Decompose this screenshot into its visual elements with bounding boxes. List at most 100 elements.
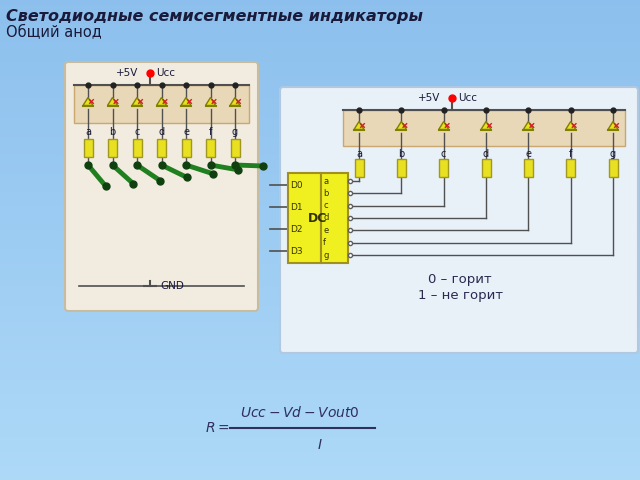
Bar (0, 5, 640, 6)
Bar (0, 280, 640, 281)
Bar (0, 400, 640, 401)
Bar (0, 84, 640, 85)
Bar (0, 239, 640, 240)
Bar (0, 42, 640, 43)
Polygon shape (566, 121, 575, 130)
Bar (0, 458, 640, 459)
Bar (0, 242, 640, 243)
Bar (0, 23, 640, 24)
Bar (0, 306, 640, 307)
Bar (0, 177, 640, 178)
Bar (0, 284, 640, 285)
Bar (0, 334, 640, 335)
Bar (0, 402, 640, 403)
Polygon shape (205, 97, 216, 106)
Bar (0, 283, 640, 284)
Bar (0, 4, 640, 5)
Bar (0, 244, 640, 245)
Bar (0, 3, 640, 4)
Bar (0, 186, 640, 187)
Bar (0, 6, 640, 7)
Bar (0, 299, 640, 300)
Bar (0, 382, 640, 383)
Bar (0, 251, 640, 252)
Polygon shape (524, 121, 533, 130)
Bar (0, 233, 640, 234)
Bar (0, 100, 640, 101)
Bar (0, 203, 640, 204)
Bar (0, 129, 640, 130)
Bar (0, 206, 640, 207)
Bar (0, 175, 640, 176)
Polygon shape (438, 121, 449, 130)
Bar (0, 254, 640, 255)
Bar (0, 387, 640, 388)
Bar (0, 401, 640, 402)
Bar (0, 354, 640, 355)
Bar (0, 178, 640, 179)
Bar (0, 352, 640, 353)
Bar (0, 253, 640, 254)
Bar (0, 11, 640, 12)
Bar (0, 396, 640, 397)
Bar (0, 22, 640, 23)
Bar (0, 78, 640, 79)
Bar (0, 35, 640, 36)
Bar (0, 321, 640, 322)
Bar (0, 453, 640, 454)
Bar (0, 220, 640, 221)
Bar (0, 92, 640, 93)
Bar (0, 37, 640, 38)
Bar (0, 137, 640, 138)
Bar (0, 112, 640, 113)
Bar (0, 345, 640, 346)
Bar (0, 294, 640, 295)
Bar (0, 263, 640, 264)
Bar (0, 193, 640, 194)
Bar (0, 405, 640, 406)
Bar (0, 217, 640, 218)
Bar (0, 235, 640, 236)
Bar (0, 32, 640, 33)
Bar (0, 261, 640, 262)
Text: c: c (134, 127, 140, 137)
Bar (0, 411, 640, 412)
Bar (0, 72, 640, 73)
Bar (0, 201, 640, 202)
Text: c: c (441, 149, 446, 159)
Bar (0, 211, 640, 212)
Bar (0, 142, 640, 143)
Bar (0, 46, 640, 47)
Bar (0, 136, 640, 137)
Bar (0, 348, 640, 349)
Text: +5V: +5V (116, 68, 138, 78)
Bar (0, 462, 640, 463)
Bar (0, 317, 640, 318)
Bar (0, 207, 640, 208)
Bar (0, 16, 640, 17)
Bar (0, 196, 640, 197)
Bar (0, 279, 640, 280)
Bar (0, 140, 640, 141)
Bar (0, 240, 640, 241)
Bar (0, 437, 640, 438)
Text: D3: D3 (290, 247, 303, 255)
Bar (0, 139, 640, 140)
Bar (0, 316, 640, 317)
Bar (0, 108, 640, 109)
Bar (0, 157, 640, 158)
Text: Ucc: Ucc (458, 93, 477, 103)
Bar (0, 246, 640, 247)
Bar (0, 56, 640, 57)
Text: g: g (323, 251, 328, 260)
Bar (0, 63, 640, 64)
Bar (0, 431, 640, 432)
Bar (0, 285, 640, 286)
Bar (0, 17, 640, 18)
Bar (0, 59, 640, 60)
FancyBboxPatch shape (280, 87, 638, 353)
Bar (0, 318, 640, 319)
Bar (0, 121, 640, 122)
Bar (0, 79, 640, 80)
Bar (0, 343, 640, 344)
